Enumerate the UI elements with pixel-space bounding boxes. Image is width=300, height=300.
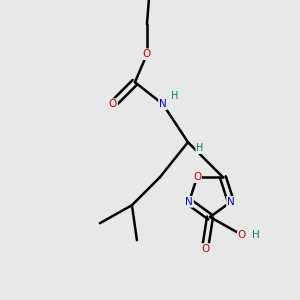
Text: O: O (238, 230, 246, 240)
Text: O: O (201, 244, 209, 254)
Text: N: N (227, 197, 235, 207)
Text: H: H (252, 230, 260, 240)
Text: O: O (193, 172, 201, 182)
Text: N: N (159, 99, 167, 109)
Text: O: O (143, 49, 151, 59)
Text: H: H (171, 91, 178, 101)
Text: N: N (185, 197, 193, 207)
Text: H: H (196, 143, 204, 153)
Text: O: O (109, 99, 117, 109)
